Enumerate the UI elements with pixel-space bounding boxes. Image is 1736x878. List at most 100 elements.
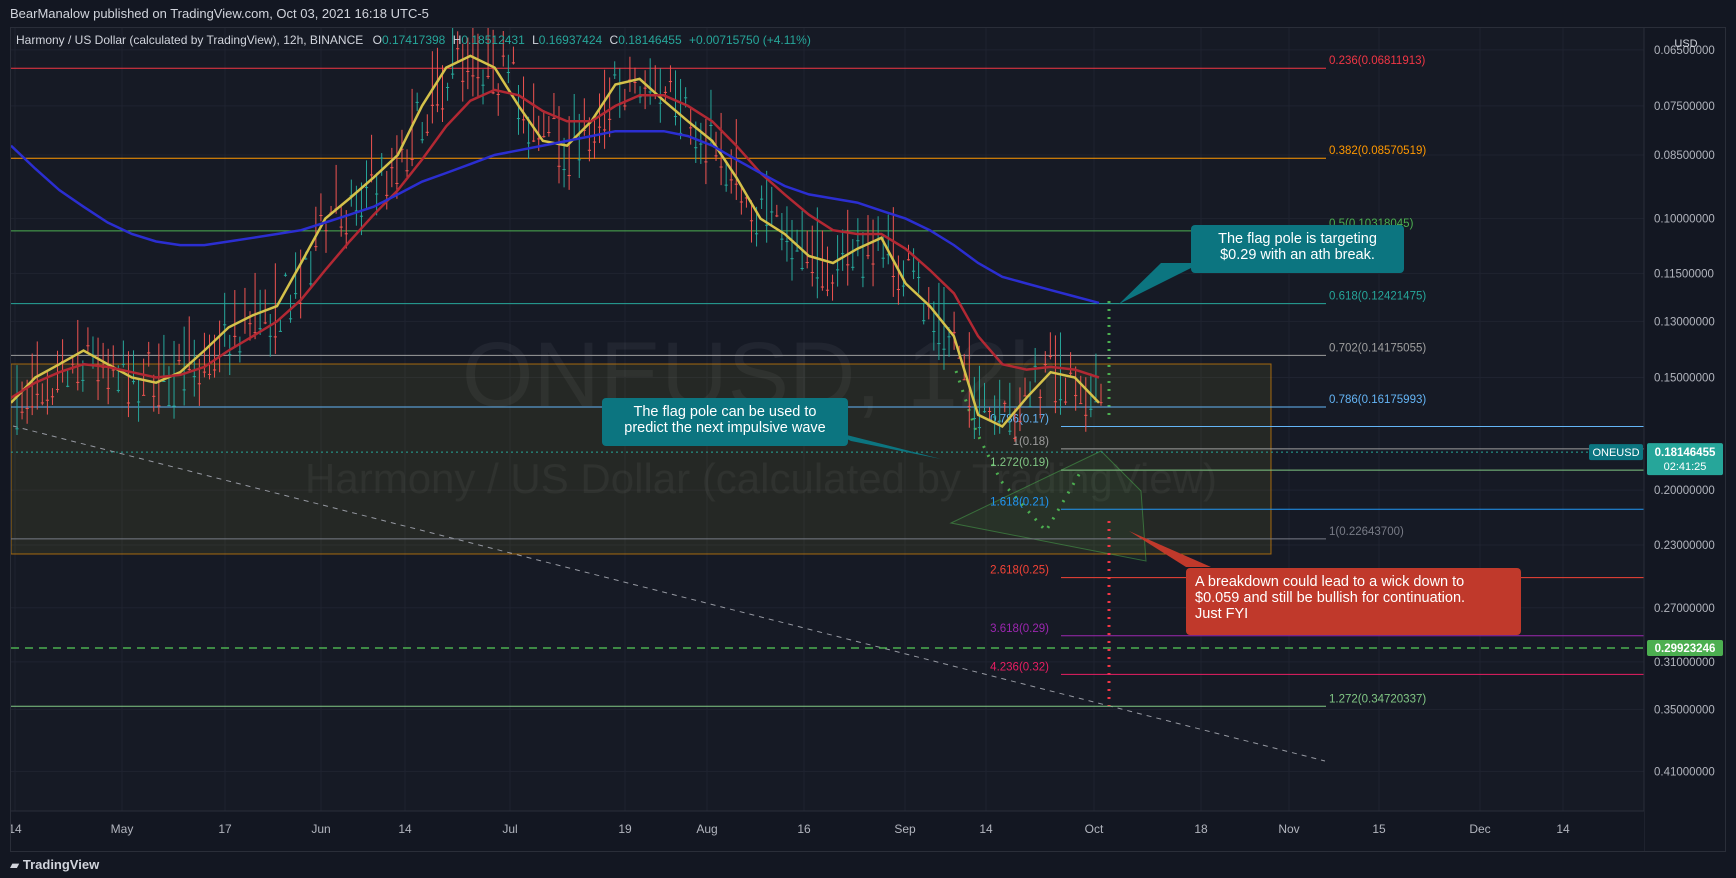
candle-body	[476, 77, 480, 79]
time-tick-label: 14	[979, 822, 993, 836]
watermark-name: Harmony / US Dollar (calculated by Tradi…	[305, 455, 1217, 502]
candle-body	[35, 393, 39, 395]
candle-body	[395, 182, 399, 184]
candle-body	[527, 142, 531, 144]
candle-body	[592, 141, 597, 143]
legend-open: 0.17417398	[381, 33, 446, 47]
candle-body	[841, 253, 845, 255]
candle-body	[952, 332, 956, 334]
candle-body	[795, 250, 799, 252]
candle-body	[906, 259, 911, 261]
candle-body	[238, 351, 242, 353]
candle-body	[152, 395, 156, 397]
price-tick-label: 0.07500000	[1654, 101, 1715, 113]
callout-breakdown[interactable]: A breakdown could lead to a wick down to…	[1186, 568, 1521, 635]
candle-body	[324, 230, 328, 232]
candle-body	[820, 286, 825, 288]
candle-body	[805, 262, 809, 264]
candle-body	[709, 124, 713, 126]
candle-body	[30, 406, 34, 408]
candle-body	[886, 254, 890, 256]
candle-body	[1043, 364, 1047, 366]
candle-body	[1089, 408, 1093, 410]
candle-body	[896, 289, 900, 291]
candle-body	[106, 387, 110, 389]
candle-body	[76, 381, 80, 383]
candle-body	[734, 183, 738, 185]
price-tick-label: 0.35000000	[1654, 704, 1715, 716]
symbol-badge-text: ONEUSD	[1592, 447, 1639, 459]
candle-body	[126, 402, 131, 404]
candle-body	[532, 140, 536, 142]
candle-body	[623, 105, 627, 107]
candle-body	[987, 410, 992, 412]
price-axis[interactable]	[1644, 28, 1725, 851]
currency-label: USD	[1674, 38, 1697, 50]
candle-body	[780, 238, 784, 240]
candle-body	[212, 369, 217, 371]
candle-body	[689, 127, 693, 129]
candle-body	[445, 86, 450, 88]
candle-body	[891, 276, 895, 278]
candle-body	[744, 197, 749, 199]
candle-body	[557, 165, 561, 167]
candle-body	[81, 379, 85, 381]
candle-body	[425, 131, 429, 133]
time-tick-label: 15	[1372, 822, 1386, 836]
candle-body	[248, 323, 252, 325]
time-tick-label: 14	[1556, 822, 1570, 836]
price-tick-label: 0.08500000	[1654, 150, 1715, 162]
candle-body	[1018, 420, 1022, 422]
candle-body	[40, 402, 44, 404]
callout-flag-pole-target[interactable]: The flag pole is targeting $0.29 with an…	[1191, 225, 1404, 273]
candle-body	[932, 331, 936, 333]
candle-body	[704, 161, 708, 163]
time-tick-label: 14	[11, 822, 22, 836]
time-tick-label: 17	[218, 822, 232, 836]
candle-body	[998, 420, 1002, 422]
candle-body	[202, 371, 207, 373]
candle-body	[364, 187, 369, 189]
legend-open-label: O	[372, 33, 382, 47]
candle-body	[861, 276, 865, 278]
tradingview-logo[interactable]: ▰ TradingView	[10, 857, 99, 872]
chart-frame[interactable]: ONEUSD, 12h Harmony / US Dollar (calcula…	[10, 27, 1726, 852]
candle-body	[506, 72, 510, 74]
grid	[11, 28, 1644, 811]
candle-body	[765, 224, 769, 226]
fib-level-label: 0.702(0.14175055)	[1329, 342, 1426, 354]
price-axis-ticks: 0.41000000 0.35000000 0.31000000 0.27000000…	[1654, 45, 1715, 779]
callout-flag-pole-predict[interactable]: The flag pole can be used to predict the…	[602, 398, 848, 446]
candle-body	[815, 277, 819, 279]
price-chart[interactable]: ONEUSD, 12h Harmony / US Dollar (calcula…	[11, 28, 1725, 851]
fib-level-label: 1.272(0.34720337)	[1329, 693, 1426, 705]
fib-retracement-box[interactable]	[11, 363, 1272, 555]
candle-body	[319, 215, 323, 217]
candle-body	[977, 427, 982, 429]
candle-body	[501, 55, 505, 57]
candle-body	[157, 405, 161, 407]
fib-level-label: 0.786(0.16175993)	[1329, 394, 1426, 406]
candle-body	[172, 405, 176, 407]
candle-body	[922, 320, 926, 322]
time-axis[interactable]	[11, 811, 1644, 851]
candle-body	[1033, 365, 1037, 367]
candle-body	[1038, 396, 1042, 398]
candle-body	[1048, 355, 1052, 357]
ema-line	[11, 88, 1100, 399]
time-tick-label: Jun	[311, 822, 330, 836]
candle-body	[162, 380, 166, 382]
time-tick-label: 14	[398, 822, 412, 836]
candle-body	[50, 396, 55, 398]
published-header: BearManalow published on TradingView.com…	[0, 0, 1736, 27]
bull-flag-shape[interactable]	[949, 450, 1147, 562]
candle-body	[911, 270, 916, 272]
fib-level-label: 0.618(0.12421475)	[1329, 291, 1426, 303]
candle-body	[699, 143, 703, 145]
candle-body	[749, 220, 754, 222]
candle-body	[314, 246, 318, 248]
candle-body	[136, 401, 141, 403]
candle-body	[901, 285, 906, 287]
price-tick-label: 0.20000000	[1654, 485, 1715, 497]
candle-body	[785, 241, 789, 243]
